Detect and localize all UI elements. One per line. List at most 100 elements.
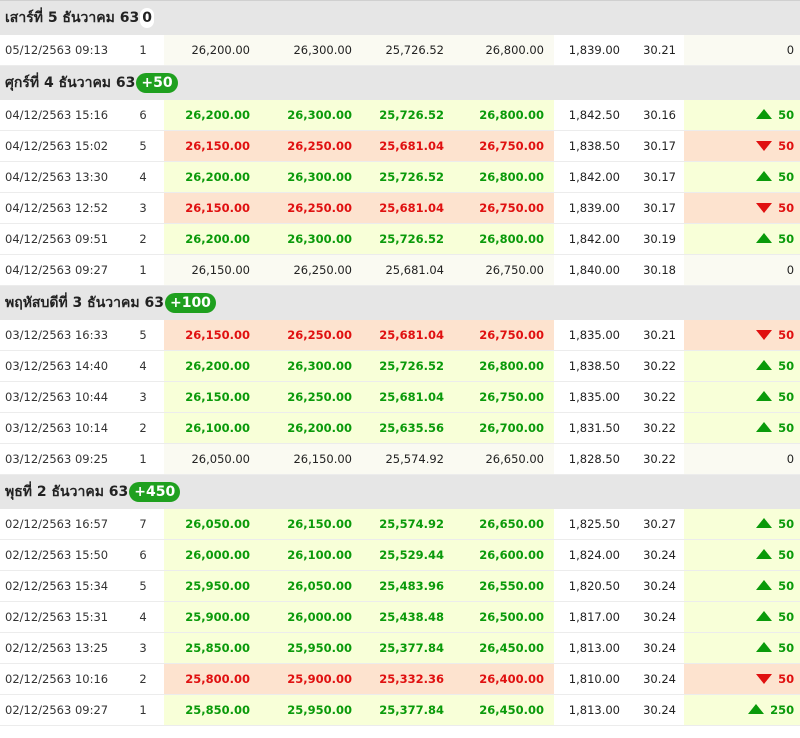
change-cell: 50	[684, 601, 800, 633]
change-cell: 50	[684, 161, 800, 193]
change-cell: 50	[684, 412, 800, 444]
update-time: 03/12/2563 10:44	[0, 381, 122, 413]
update-time: 04/12/2563 15:02	[0, 130, 122, 162]
update-round: 1	[122, 35, 164, 66]
price-cell-1: 26,200.00	[164, 223, 260, 255]
gold-spot: 1,838.50	[554, 350, 638, 382]
price-cell-4: 26,750.00	[454, 381, 554, 413]
day-change-badge: 0	[140, 8, 154, 28]
change-value: 50	[778, 579, 795, 593]
price-cell-1: 26,150.00	[164, 130, 260, 162]
exchange-rate: 30.16	[638, 100, 684, 131]
update-time: 04/12/2563 12:52	[0, 192, 122, 224]
change-value: 50	[778, 610, 795, 624]
price-cell-1: 26,050.00	[164, 509, 260, 540]
change-value: 50	[778, 232, 795, 246]
day-label: ศุกร์ที่ 4 ธันวาคม 63	[5, 75, 136, 91]
change-cell: 50	[684, 100, 800, 131]
table-row: 02/12/2563 10:16 2 25,800.00 25,900.00 25,33…	[0, 663, 800, 695]
arrow-up-icon	[756, 390, 773, 401]
arrow-up-icon	[756, 548, 773, 559]
change-value: 50	[778, 548, 795, 562]
price-cell-3: 25,681.04	[362, 320, 454, 351]
price-cell-2: 26,300.00	[260, 350, 362, 382]
update-round: 5	[122, 130, 164, 162]
change-cell: 50	[684, 632, 800, 664]
price-cell-4: 26,750.00	[454, 192, 554, 224]
table-row: 04/12/2563 09:27 1 26,150.00 26,250.00 25,68…	[0, 254, 800, 286]
change-value: 50	[778, 517, 795, 531]
change-value: 50	[778, 201, 795, 215]
price-cell-2: 26,250.00	[260, 381, 362, 413]
price-cell-1: 26,100.00	[164, 412, 260, 444]
arrow-up-icon	[748, 703, 765, 714]
update-round: 6	[122, 539, 164, 571]
price-cell-4: 26,800.00	[454, 161, 554, 193]
change-value: 50	[778, 390, 795, 404]
price-cell-4: 26,550.00	[454, 570, 554, 602]
table-row: 02/12/2563 15:34 5 25,950.00 26,050.00 25,48…	[0, 570, 800, 602]
gold-spot: 1,842.00	[554, 223, 638, 255]
price-cell-2: 26,050.00	[260, 570, 362, 602]
arrow-down-icon	[756, 202, 773, 213]
price-cell-4: 26,750.00	[454, 130, 554, 162]
table-row: 04/12/2563 09:51 2 26,200.00 26,300.00 25,72…	[0, 223, 800, 255]
change-value: 50	[778, 421, 795, 435]
price-cell-2: 26,300.00	[260, 100, 362, 131]
price-cell-3: 25,574.92	[362, 509, 454, 540]
change-value: 0	[786, 43, 795, 57]
update-round: 6	[122, 100, 164, 131]
gold-spot: 1,824.00	[554, 539, 638, 571]
update-round: 2	[122, 412, 164, 444]
price-cell-3: 25,726.52	[362, 161, 454, 193]
update-round: 3	[122, 192, 164, 224]
exchange-rate: 30.22	[638, 350, 684, 382]
price-cell-4: 26,800.00	[454, 35, 554, 66]
update-time: 04/12/2563 15:16	[0, 100, 122, 131]
price-cell-1: 26,150.00	[164, 320, 260, 351]
arrow-up-icon	[756, 359, 773, 370]
price-cell-3: 25,681.04	[362, 192, 454, 224]
gold-spot: 1,817.00	[554, 601, 638, 633]
change-cell: 50	[684, 539, 800, 571]
price-cell-3: 25,726.52	[362, 223, 454, 255]
price-cell-3: 25,635.56	[362, 412, 454, 444]
exchange-rate: 30.24	[638, 632, 684, 664]
table-row: 04/12/2563 13:30 4 26,200.00 26,300.00 25,72…	[0, 161, 800, 193]
price-cell-3: 25,681.04	[362, 254, 454, 286]
update-time: 02/12/2563 15:34	[0, 570, 122, 602]
price-cell-2: 26,150.00	[260, 509, 362, 540]
exchange-rate: 30.19	[638, 223, 684, 255]
change-cell: 50	[684, 223, 800, 255]
day-change-badge: +450	[129, 482, 181, 502]
change-value: 50	[778, 641, 795, 655]
update-time: 02/12/2563 15:31	[0, 601, 122, 633]
update-time: 02/12/2563 10:16	[0, 663, 122, 695]
price-cell-4: 26,450.00	[454, 694, 554, 726]
update-time: 02/12/2563 16:57	[0, 509, 122, 540]
gold-spot: 1,831.50	[554, 412, 638, 444]
exchange-rate: 30.22	[638, 412, 684, 444]
price-cell-3: 25,726.52	[362, 350, 454, 382]
price-cell-1: 25,800.00	[164, 663, 260, 695]
table-row: 02/12/2563 16:57 7 26,050.00 26,150.00 25,57…	[0, 509, 800, 540]
price-cell-4: 26,750.00	[454, 254, 554, 286]
day-change-badge: +100	[164, 293, 216, 313]
price-cell-3: 25,438.48	[362, 601, 454, 633]
price-cell-1: 25,900.00	[164, 601, 260, 633]
price-cell-1: 26,200.00	[164, 100, 260, 131]
price-cell-4: 26,800.00	[454, 350, 554, 382]
day-change-badge: +50	[136, 73, 178, 93]
update-time: 02/12/2563 15:50	[0, 539, 122, 571]
price-cell-3: 25,483.96	[362, 570, 454, 602]
table-row: 03/12/2563 10:14 2 26,100.00 26,200.00 25,63…	[0, 412, 800, 444]
change-cell: 50	[684, 130, 800, 162]
price-cell-2: 25,900.00	[260, 663, 362, 695]
price-cell-4: 26,400.00	[454, 663, 554, 695]
price-cell-3: 25,726.52	[362, 100, 454, 131]
price-cell-2: 26,250.00	[260, 192, 362, 224]
update-time: 05/12/2563 09:13	[0, 35, 122, 66]
update-round: 4	[122, 601, 164, 633]
day-header-cell: พฤหัสบดีที่ 3 ธันวาคม 63 +100	[0, 285, 800, 320]
